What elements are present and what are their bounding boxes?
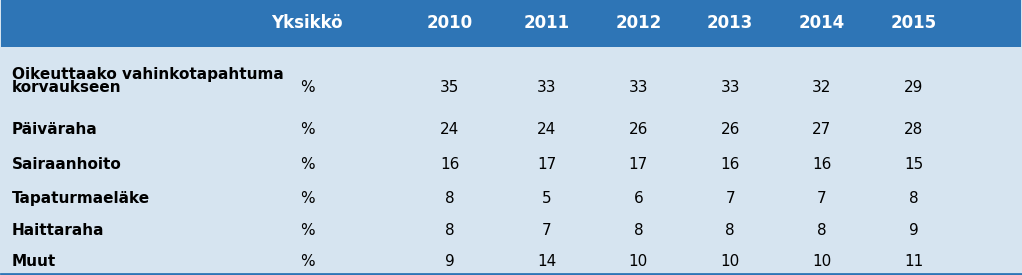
Text: 17: 17 <box>629 157 648 172</box>
Text: %: % <box>299 191 315 206</box>
Text: 6: 6 <box>634 191 643 206</box>
Text: 10: 10 <box>812 254 832 269</box>
Text: korvaukseen: korvaukseen <box>11 80 122 95</box>
Text: 2014: 2014 <box>799 14 845 32</box>
Text: 8: 8 <box>445 191 455 206</box>
Text: 8: 8 <box>634 222 643 238</box>
Text: 8: 8 <box>909 191 919 206</box>
Text: 26: 26 <box>721 122 740 138</box>
Text: 2011: 2011 <box>523 14 569 32</box>
Text: 5: 5 <box>542 191 552 206</box>
Text: 24: 24 <box>537 122 556 138</box>
Text: 7: 7 <box>726 191 735 206</box>
Text: 2013: 2013 <box>707 14 753 32</box>
Text: 32: 32 <box>812 80 832 95</box>
Text: %: % <box>299 157 315 172</box>
Text: 8: 8 <box>445 222 455 238</box>
Text: 28: 28 <box>904 122 923 138</box>
Text: 16: 16 <box>721 157 740 172</box>
Text: %: % <box>299 254 315 269</box>
Text: 2010: 2010 <box>427 14 473 32</box>
Text: 33: 33 <box>629 80 648 95</box>
Text: 8: 8 <box>726 222 735 238</box>
Text: 29: 29 <box>903 80 923 95</box>
Text: 15: 15 <box>904 157 923 172</box>
FancyBboxPatch shape <box>1 0 1021 47</box>
Text: 8: 8 <box>817 222 827 238</box>
Text: 2015: 2015 <box>890 14 936 32</box>
Text: 17: 17 <box>537 157 556 172</box>
Text: %: % <box>299 222 315 238</box>
Text: 26: 26 <box>629 122 648 138</box>
Text: 16: 16 <box>440 157 460 172</box>
Text: 10: 10 <box>721 254 740 269</box>
Text: 27: 27 <box>812 122 832 138</box>
Text: 24: 24 <box>440 122 460 138</box>
Text: 14: 14 <box>537 254 556 269</box>
Text: 7: 7 <box>542 222 552 238</box>
Text: 10: 10 <box>629 254 648 269</box>
Text: Päiväraha: Päiväraha <box>11 122 97 138</box>
Text: %: % <box>299 80 315 95</box>
Text: 33: 33 <box>721 80 740 95</box>
Text: Sairaanhoito: Sairaanhoito <box>11 157 122 172</box>
Text: Tapaturmaeläke: Tapaturmaeläke <box>11 191 149 206</box>
Text: 7: 7 <box>817 191 827 206</box>
Text: 35: 35 <box>440 80 460 95</box>
Text: 9: 9 <box>909 222 919 238</box>
Text: 33: 33 <box>537 80 556 95</box>
Text: Oikeuttaako vahinkotapahtuma: Oikeuttaako vahinkotapahtuma <box>11 67 283 82</box>
Text: Haittaraha: Haittaraha <box>11 222 104 238</box>
Text: %: % <box>299 122 315 138</box>
Text: Yksikkö: Yksikkö <box>272 14 343 32</box>
Text: 16: 16 <box>812 157 832 172</box>
Text: 9: 9 <box>445 254 455 269</box>
Text: 11: 11 <box>904 254 923 269</box>
Text: Muut: Muut <box>11 254 56 269</box>
Text: 2012: 2012 <box>615 14 661 32</box>
